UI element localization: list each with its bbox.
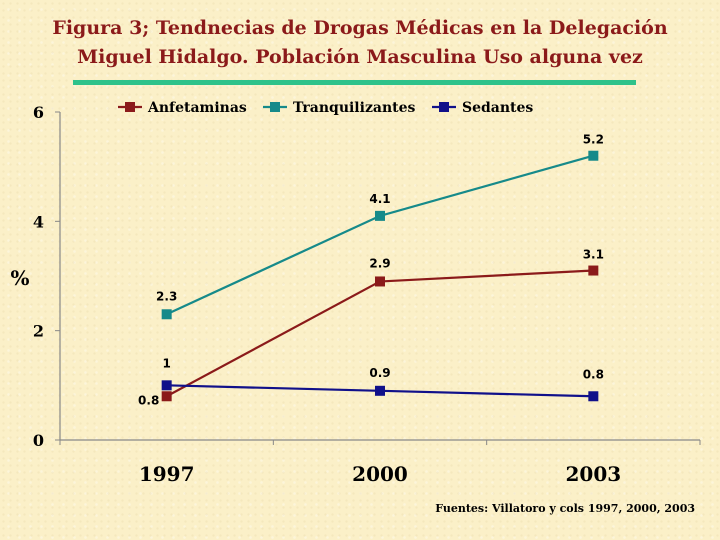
- legend-marker: [270, 102, 280, 112]
- chart-data-points: [161, 150, 599, 402]
- legend-label: Anfetaminas: [147, 100, 247, 116]
- data-label-tranquilizantes: 4.1: [369, 192, 390, 206]
- legend-marker: [125, 102, 135, 112]
- data-point-sedantes: [375, 385, 385, 396]
- data-point-anfetaminas: [588, 265, 599, 276]
- title-underline: [73, 80, 636, 85]
- source-note: Fuentes: Villatoro y cols 1997, 2000, 20…: [435, 502, 695, 515]
- data-point-sedantes: [161, 380, 172, 391]
- slide-title-line-2: Miguel Hidalgo. Población Masculina Uso …: [77, 46, 643, 68]
- y-axis-label: %: [10, 266, 29, 290]
- y-tick-label: 4: [33, 212, 44, 231]
- slide-title-line-1: Figura 3; Tendnecias de Drogas Médicas e…: [52, 17, 668, 39]
- x-tick-label: 2000: [352, 462, 408, 486]
- data-point-tranquilizantes: [588, 150, 599, 161]
- x-tick-label: 2003: [565, 462, 621, 486]
- legend-label: Sedantes: [462, 100, 533, 116]
- legend-item-sedantes: Sedantes: [432, 100, 533, 116]
- y-tick-label: 6: [33, 103, 44, 122]
- chart-data-labels: 0.8 2.9 3.1 2.3 4.1 5.2 1 0.9 0.8: [138, 133, 604, 408]
- legend-item-anfetaminas: Anfetaminas: [118, 100, 247, 116]
- chart-legend: Anfetaminas Tranquilizantes Sedantes: [118, 100, 533, 116]
- slide-title: Figura 3; Tendnecias de Drogas Médicas e…: [0, 14, 720, 72]
- series-line-tranquilizantes: [166, 154, 594, 316]
- chart-axes: 0 2 4 6 1997 2000 2003%: [10, 103, 701, 486]
- legend-marker: [439, 102, 449, 112]
- data-label-anfetaminas: 2.9: [369, 256, 390, 270]
- data-point-sedantes: [588, 391, 599, 402]
- data-point-anfetaminas: [375, 276, 385, 287]
- data-label-sedantes: 1: [162, 356, 170, 370]
- data-label-sedantes: 0.9: [369, 366, 390, 380]
- data-label-anfetaminas: 3.1: [583, 248, 604, 262]
- data-point-tranquilizantes: [161, 309, 172, 320]
- data-label-sedantes: 0.8: [583, 367, 604, 381]
- x-tick-label: 1997: [139, 462, 195, 486]
- data-label-anfetaminas: 0.8: [138, 393, 159, 407]
- legend-item-tranquilizantes: Tranquilizantes: [263, 100, 416, 116]
- data-point-tranquilizantes: [375, 210, 385, 221]
- y-tick-label: 0: [33, 431, 44, 450]
- data-label-tranquilizantes: 2.3: [156, 289, 177, 303]
- y-tick-label: 2: [33, 322, 44, 341]
- data-point-anfetaminas: [161, 391, 172, 402]
- data-label-tranquilizantes: 5.2: [583, 133, 604, 147]
- legend-label: Tranquilizantes: [293, 100, 416, 116]
